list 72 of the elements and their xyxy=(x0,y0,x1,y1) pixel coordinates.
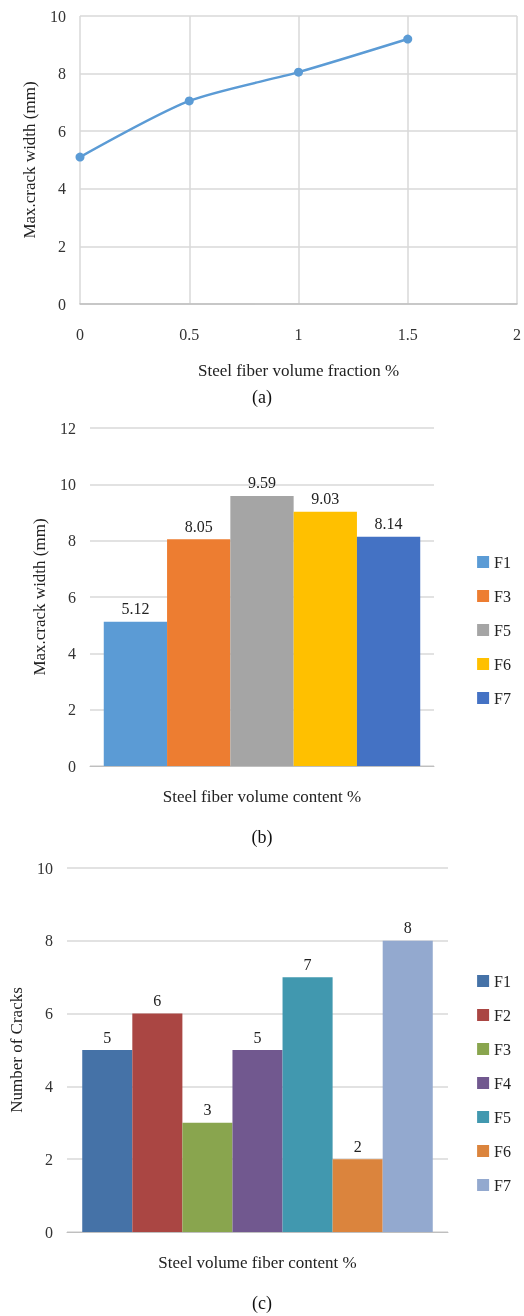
legend-label: F5 xyxy=(494,621,512,639)
y-tick-label: 2 xyxy=(45,1150,53,1168)
y-tick-label: 6 xyxy=(68,588,76,606)
y-tick-label: 8 xyxy=(45,932,53,950)
bar xyxy=(103,621,168,766)
x-tick-label: 1 xyxy=(294,325,303,343)
y-axis-title: Number of Cracks xyxy=(7,987,26,1113)
x-axis-title: Steel volume fiber content % xyxy=(158,1253,357,1272)
data-label: 3 xyxy=(203,1101,212,1119)
y-tick-label: 10 xyxy=(37,859,53,877)
y-tick-label: 6 xyxy=(45,1005,53,1023)
bar xyxy=(232,1050,283,1232)
y-tick-label: 12 xyxy=(60,419,76,437)
legend-label: F5 xyxy=(494,1108,512,1126)
y-tick-label: 4 xyxy=(58,180,66,198)
y-axis-title: Max.crack width (mm) xyxy=(20,81,39,239)
point xyxy=(75,152,85,162)
x-tick-label: 1.5 xyxy=(397,325,418,343)
y-tick-label: 10 xyxy=(60,475,76,493)
text: (c) xyxy=(252,1293,272,1314)
bar xyxy=(167,539,231,766)
bar xyxy=(382,940,433,1232)
data-label: 6 xyxy=(153,992,162,1010)
point xyxy=(294,67,303,77)
bar xyxy=(230,495,294,766)
y-tick-label: 8 xyxy=(68,532,76,550)
data-label: 2 xyxy=(353,1137,362,1155)
data-label: 8 xyxy=(403,919,412,937)
y-tick-label: 4 xyxy=(68,644,76,662)
y-tick-label: 0 xyxy=(58,295,66,313)
data-label: 5 xyxy=(103,1028,112,1046)
data-label: 7 xyxy=(303,955,312,973)
legend-label: F1 xyxy=(494,972,512,990)
y-tick-label: 10 xyxy=(50,7,66,25)
bar xyxy=(182,1122,233,1232)
bar xyxy=(132,1013,183,1232)
bar xyxy=(356,536,421,766)
y-tick-label: 2 xyxy=(58,237,66,255)
point xyxy=(184,96,194,106)
y-tick-label: 0 xyxy=(68,757,76,775)
x-tick-label: 0.5 xyxy=(179,325,200,343)
legend-label: F7 xyxy=(494,689,512,707)
legend-label: F2 xyxy=(494,1006,512,1024)
bar xyxy=(82,1050,133,1232)
y-tick-label: 4 xyxy=(45,1077,53,1095)
data-label: 8.14 xyxy=(374,515,403,533)
x-axis-title: Steel fiber volume content % xyxy=(162,787,362,806)
text: (b) xyxy=(251,827,273,848)
legend-label: F3 xyxy=(494,587,512,605)
x-axis-title: Steel fiber volume fraction % xyxy=(197,361,400,380)
y-tick-label: 6 xyxy=(58,122,66,140)
y-tick-label: 8 xyxy=(58,65,66,83)
legend-label: F7 xyxy=(494,1176,512,1194)
data-label: 5 xyxy=(253,1028,262,1046)
y-axis-title: Max.crack width (mm) xyxy=(30,518,49,676)
data-label: 9.59 xyxy=(248,474,276,492)
x-tick-label: 2 xyxy=(513,325,521,343)
data-label: 5.12 xyxy=(121,600,150,618)
text: (a) xyxy=(252,387,272,408)
point xyxy=(403,34,413,44)
legend-label: F6 xyxy=(494,1142,512,1160)
legend-label: F3 xyxy=(494,1040,512,1058)
y-tick-label: 0 xyxy=(45,1223,53,1241)
bar xyxy=(293,511,357,766)
legend-label: F6 xyxy=(494,655,512,673)
data-label: 8.05 xyxy=(184,517,213,535)
legend-label: F4 xyxy=(494,1074,512,1092)
y-tick-label: 2 xyxy=(68,701,76,719)
bar xyxy=(282,977,333,1232)
bar xyxy=(332,1159,383,1232)
legend-label: F1 xyxy=(494,553,512,571)
data-label: 9.03 xyxy=(311,490,340,508)
